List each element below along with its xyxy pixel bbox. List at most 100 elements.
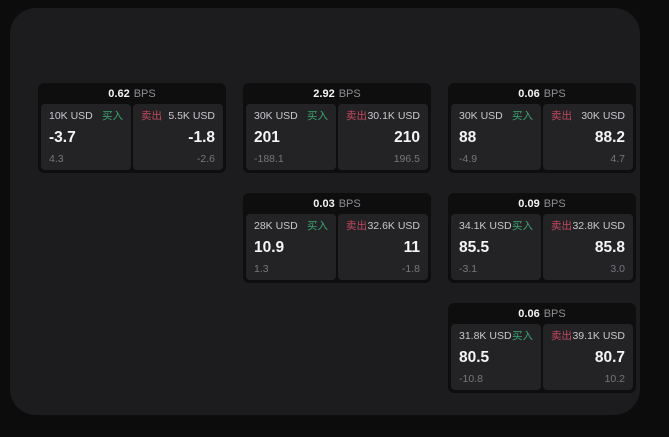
quote-card: 2.92 BPS 30K USD 买入 201 -188.1 卖出 30.1K …: [243, 83, 431, 173]
sell-sub-value: 4.7: [610, 152, 625, 165]
quote-panels: 34.1K USD 买入 85.5 -3.1 卖出 32.8K USD 85.8…: [448, 214, 636, 283]
sell-tag: 卖出: [551, 330, 572, 342]
buy-panel[interactable]: 31.8K USD 买入 80.5 -10.8: [451, 324, 541, 390]
buy-tag: 买入: [512, 110, 533, 122]
buy-amount-label: 28K USD: [254, 220, 298, 232]
buy-price: 88: [459, 128, 477, 146]
sell-price: 210: [394, 128, 420, 146]
bps-unit-label: BPS: [338, 197, 361, 210]
sell-sub-value: 196.5: [393, 152, 420, 165]
sell-tag: 卖出: [346, 220, 367, 232]
quote-panels: 28K USD 买入 10.9 1.3 卖出 32.6K USD 11 -1.8: [243, 214, 431, 283]
sell-sub-value: 10.2: [604, 372, 625, 385]
bps-header: 0.09 BPS: [448, 193, 636, 214]
buy-amount-label: 31.8K USD: [459, 330, 512, 342]
quote-panels: 30K USD 买入 88 -4.9 卖出 30K USD 88.2 4.7: [448, 104, 636, 173]
sell-price: 85.8: [594, 238, 625, 256]
sell-amount-label: 32.6K USD: [367, 220, 420, 232]
buy-panel-top: 31.8K USD 买入: [459, 331, 533, 342]
sell-amount-label: 30.1K USD: [367, 110, 420, 122]
buy-price: 80.5: [459, 348, 490, 366]
buy-tag: 买入: [512, 330, 533, 342]
sell-panel-top: 卖出 32.6K USD: [346, 221, 420, 232]
quote-panels: 30K USD 买入 201 -188.1 卖出 30.1K USD 210 1…: [243, 104, 431, 173]
buy-price: 201: [254, 128, 280, 146]
buy-price: 10.9: [254, 238, 285, 256]
bps-unit-label: BPS: [543, 307, 566, 320]
buy-panel[interactable]: 30K USD 买入 201 -188.1: [246, 104, 336, 170]
sell-panel[interactable]: 卖出 30.1K USD 210 196.5: [338, 104, 428, 170]
buy-panel[interactable]: 10K USD 买入 -3.7 4.3: [41, 104, 131, 170]
buy-panel-top: 30K USD 买入: [459, 111, 533, 122]
buy-sub-value: 4.3: [49, 152, 64, 165]
buy-amount-label: 30K USD: [254, 110, 298, 122]
sell-tag: 卖出: [551, 220, 572, 232]
quote-panels: 10K USD 买入 -3.7 4.3 卖出 5.5K USD -1.8 -2.…: [38, 104, 226, 173]
buy-amount-label: 30K USD: [459, 110, 503, 122]
sell-panel[interactable]: 卖出 30K USD 88.2 4.7: [543, 104, 633, 170]
buy-sub-value: 1.3: [254, 262, 269, 275]
buy-panel[interactable]: 28K USD 买入 10.9 1.3: [246, 214, 336, 280]
sell-sub-value: -2.6: [196, 152, 215, 165]
bps-unit-label: BPS: [133, 87, 156, 100]
quote-panels: 31.8K USD 买入 80.5 -10.8 卖出 39.1K USD 80.…: [448, 324, 636, 393]
buy-sub-value: -10.8: [459, 372, 483, 385]
buy-panel-top: 34.1K USD 买入: [459, 221, 533, 232]
quote-card: 0.06 BPS 30K USD 买入 88 -4.9 卖出 30K USD 8…: [448, 83, 636, 173]
sell-price: 11: [403, 238, 420, 256]
sell-sub-value: -1.8: [401, 262, 420, 275]
sell-tag: 卖出: [551, 110, 572, 122]
quote-card: 0.09 BPS 34.1K USD 买入 85.5 -3.1 卖出 32.8K…: [448, 193, 636, 283]
sell-panel[interactable]: 卖出 39.1K USD 80.7 10.2: [543, 324, 633, 390]
buy-sub-value: -4.9: [459, 152, 478, 165]
buy-panel[interactable]: 34.1K USD 买入 85.5 -3.1: [451, 214, 541, 280]
bps-unit-label: BPS: [543, 197, 566, 210]
sell-panel-top: 卖出 32.8K USD: [551, 221, 625, 232]
bps-unit-label: BPS: [338, 87, 361, 100]
sell-price: 88.2: [594, 128, 625, 146]
sell-panel[interactable]: 卖出 5.5K USD -1.8 -2.6: [133, 104, 223, 170]
sell-tag: 卖出: [346, 110, 367, 122]
buy-price: -3.7: [49, 128, 76, 146]
buy-sub-value: -188.1: [254, 152, 284, 165]
buy-tag: 买入: [102, 110, 123, 122]
sell-panel-top: 卖出 5.5K USD: [141, 111, 215, 122]
bps-value: 0.06: [518, 307, 540, 320]
sell-panel-top: 卖出 30.1K USD: [346, 111, 420, 122]
buy-amount-label: 10K USD: [49, 110, 93, 122]
bps-unit-label: BPS: [543, 87, 566, 100]
sell-panel[interactable]: 卖出 32.6K USD 11 -1.8: [338, 214, 428, 280]
buy-panel-top: 30K USD 买入: [254, 111, 328, 122]
bps-header: 0.06 BPS: [448, 83, 636, 104]
buy-tag: 买入: [307, 220, 328, 232]
sell-sub-value: 3.0: [610, 262, 625, 275]
app-window: 0.62 BPS 10K USD 买入 -3.7 4.3 卖出 5.5K USD…: [10, 8, 640, 415]
buy-tag: 买入: [512, 220, 533, 232]
sell-panel[interactable]: 卖出 32.8K USD 85.8 3.0: [543, 214, 633, 280]
bps-value: 0.09: [518, 197, 540, 210]
sell-amount-label: 30K USD: [581, 110, 625, 122]
buy-amount-label: 34.1K USD: [459, 220, 512, 232]
bps-header: 0.62 BPS: [38, 83, 226, 104]
quote-card: 0.62 BPS 10K USD 买入 -3.7 4.3 卖出 5.5K USD…: [38, 83, 226, 173]
bps-header: 2.92 BPS: [243, 83, 431, 104]
sell-panel-top: 卖出 30K USD: [551, 111, 625, 122]
sell-amount-label: 32.8K USD: [572, 220, 625, 232]
sell-price: -1.8: [188, 128, 215, 146]
quote-card: 0.03 BPS 28K USD 买入 10.9 1.3 卖出 32.6K US…: [243, 193, 431, 283]
sell-tag: 卖出: [141, 110, 162, 122]
bps-value: 0.06: [518, 87, 540, 100]
bps-value: 2.92: [313, 87, 335, 100]
sell-panel-top: 卖出 39.1K USD: [551, 331, 625, 342]
cards-grid: 0.62 BPS 10K USD 买入 -3.7 4.3 卖出 5.5K USD…: [38, 83, 636, 393]
sell-amount-label: 39.1K USD: [572, 330, 625, 342]
sell-price: 80.7: [594, 348, 625, 366]
buy-panel-top: 28K USD 买入: [254, 221, 328, 232]
bps-value: 0.62: [108, 87, 130, 100]
quote-card: 0.06 BPS 31.8K USD 买入 80.5 -10.8 卖出 39.1…: [448, 303, 636, 393]
buy-tag: 买入: [307, 110, 328, 122]
buy-panel[interactable]: 30K USD 买入 88 -4.9: [451, 104, 541, 170]
buy-price: 85.5: [459, 238, 490, 256]
sell-amount-label: 5.5K USD: [168, 110, 215, 122]
bps-header: 0.03 BPS: [243, 193, 431, 214]
